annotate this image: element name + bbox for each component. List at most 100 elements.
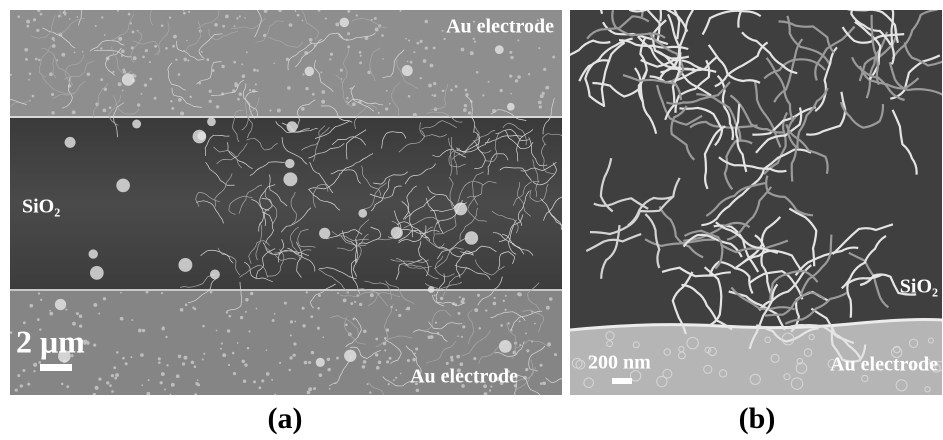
texture (277, 109, 281, 113)
texture (241, 63, 243, 65)
panel-b-image (546, 0, 943, 395)
texture (237, 98, 240, 101)
texture (302, 307, 305, 310)
texture (352, 102, 356, 106)
texture (183, 12, 186, 15)
texture (345, 324, 348, 327)
texture (356, 14, 358, 16)
texture (415, 347, 418, 350)
texture (284, 302, 287, 305)
texture (505, 295, 507, 297)
texture (178, 258, 192, 272)
texture (350, 302, 353, 305)
texture (252, 89, 255, 92)
texture (221, 65, 224, 68)
texture (239, 92, 243, 96)
texture (210, 291, 213, 294)
texture (180, 111, 184, 115)
texture (37, 318, 40, 321)
texture (138, 329, 142, 333)
texture (274, 313, 276, 315)
figure: Au electrode SiO₂ 2 μm Au electrode SiO₂… (0, 0, 943, 440)
texture (549, 297, 553, 301)
texture (141, 93, 143, 95)
texture (40, 299, 42, 301)
texture (222, 353, 226, 357)
texture (405, 38, 407, 40)
texture (161, 292, 163, 294)
texture (306, 291, 308, 293)
texture (242, 360, 245, 363)
texture (359, 51, 362, 54)
texture (76, 312, 79, 315)
texture (432, 94, 434, 96)
texture (517, 39, 519, 41)
texture (388, 383, 390, 385)
texture (412, 358, 416, 362)
texture (433, 82, 436, 85)
texture (413, 113, 417, 117)
texture (118, 82, 122, 86)
texture (395, 377, 397, 379)
texture (510, 56, 513, 59)
texture (370, 293, 374, 297)
texture (425, 46, 428, 49)
texture (49, 310, 51, 312)
texture (55, 299, 66, 310)
texture (32, 95, 35, 98)
texture (87, 73, 91, 77)
texture (540, 364, 543, 367)
texture (140, 353, 144, 357)
texture (375, 338, 378, 341)
texture (340, 18, 350, 28)
texture (64, 14, 66, 16)
texture (221, 342, 223, 344)
texture (170, 394, 172, 396)
texture (166, 364, 168, 366)
texture (347, 45, 350, 48)
substrate-label: SiO₂ (900, 276, 938, 298)
texture (69, 18, 71, 20)
texture (316, 358, 325, 367)
texture (178, 98, 182, 102)
texture (116, 179, 130, 193)
texture (95, 25, 97, 27)
texture (256, 308, 258, 310)
texture (311, 351, 314, 354)
texture (243, 379, 246, 382)
texture (266, 372, 270, 376)
texture (145, 49, 148, 52)
texture (172, 45, 175, 48)
texture (53, 39, 55, 41)
texture (468, 111, 471, 114)
texture (186, 40, 188, 42)
texture (176, 374, 180, 378)
texture (457, 335, 459, 337)
texture (519, 320, 521, 322)
texture (122, 73, 134, 85)
texture (66, 385, 69, 388)
texture (289, 356, 292, 359)
texture (407, 61, 409, 63)
texture (489, 389, 491, 391)
texture (312, 93, 315, 96)
texture (451, 359, 454, 362)
texture (408, 95, 411, 98)
texture (287, 121, 298, 132)
texture (145, 291, 148, 294)
texture (400, 373, 402, 375)
texture (290, 334, 292, 336)
texture (271, 379, 273, 381)
texture (187, 59, 189, 61)
texture (113, 366, 116, 369)
texture (503, 300, 505, 302)
texture (382, 58, 384, 60)
texture (309, 38, 313, 42)
texture (543, 68, 546, 71)
texture (398, 314, 401, 317)
texture (161, 372, 165, 376)
texture (165, 47, 168, 50)
texture (322, 90, 326, 94)
texture (15, 389, 18, 392)
texture (493, 297, 495, 299)
